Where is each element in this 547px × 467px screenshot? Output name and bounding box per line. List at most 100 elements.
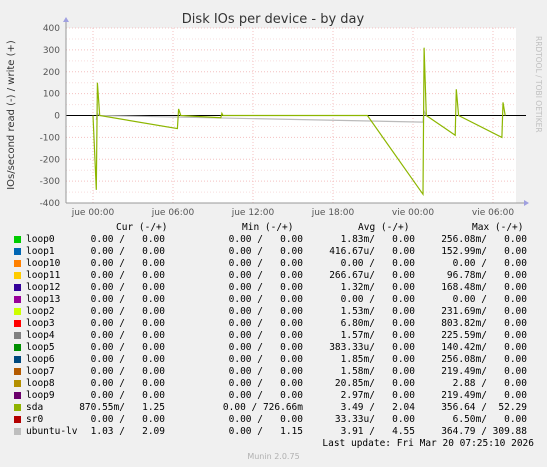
legend-value-min: 0.00 / 0.00	[228, 378, 303, 389]
legend-value-max: 256.08m/ 0.00	[441, 354, 527, 365]
legend-device-name: loop4	[26, 330, 55, 341]
legend-value-avg: 383.33u/ 0.00	[329, 342, 415, 353]
legend-swatch	[14, 260, 21, 267]
y-tick-label: 0	[54, 112, 60, 122]
legend-value-min: 0.00 / 726.66m	[222, 402, 303, 413]
legend-swatch	[14, 404, 21, 411]
legend-header-max: Max (-/+)	[472, 222, 524, 233]
munin-version: Munin 2.0.75	[247, 452, 300, 461]
legend-row: loop1 0.00 / 0.00 0.00 / 0.00 416.67u/ 0.00…	[12, 246, 537, 258]
legend-value-cur: 0.00 / 0.00	[90, 390, 165, 401]
disk-io-chart: Disk IOs per device - by day IOs/second …	[6, 12, 543, 218]
legend-value-avg: 2.97m/ 0.00	[340, 390, 415, 401]
legend-value-max: 96.78m/ 0.00	[446, 270, 527, 281]
legend-value-cur: 870.55m/ 1.25	[79, 402, 165, 413]
legend-value-min: 0.00 / 0.00	[228, 342, 303, 353]
legend-row: loop0 0.00 / 0.00 0.00 / 0.00 1.83m/ 0.00 25…	[12, 234, 537, 246]
legend-swatch	[14, 392, 21, 399]
legend-table: loop0 0.00 / 0.00 0.00 / 0.00 1.83m/ 0.00 25…	[12, 234, 537, 438]
legend-swatch	[14, 284, 21, 291]
legend-value-cur: 0.00 / 0.00	[90, 414, 165, 425]
legend-value-cur: 0.00 / 0.00	[90, 270, 165, 281]
legend-value-cur: 0.00 / 0.00	[90, 282, 165, 293]
x-axis-arrow	[524, 200, 529, 206]
series-line-sda	[92, 47, 506, 197]
legend-value-avg: 1.58m/ 0.00	[340, 366, 415, 377]
y-tick-label: 400	[43, 24, 60, 34]
legend-value-min: 0.00 / 0.00	[228, 366, 303, 377]
legend-row: sr0 0.00 / 0.00 0.00 / 0.00 33.33u/ 0.00 6.5…	[12, 414, 537, 426]
legend-value-avg: 3.49 / 2.04	[340, 402, 415, 413]
legend-value-avg: 0.00 / 0.00	[340, 294, 415, 305]
plot-area: jue 00:00 jue 06:00 jue 12:00 jue 18:00 vie …	[40, 17, 529, 218]
legend-device-name: loop3	[26, 318, 55, 329]
legend-swatch	[14, 332, 21, 339]
legend-value-max: 168.48m/ 0.00	[441, 282, 527, 293]
y-tick-label: 200	[43, 68, 60, 78]
legend-row: loop7 0.00 / 0.00 0.00 / 0.00 1.58m/ 0.00 21…	[12, 366, 537, 378]
legend-value-cur: 0.00 / 0.00	[90, 234, 165, 245]
legend-value-min: 0.00 / 0.00	[228, 390, 303, 401]
legend-value-avg: 1.57m/ 0.00	[340, 330, 415, 341]
legend-value-min: 0.00 / 0.00	[228, 306, 303, 317]
legend-row: loop11 0.00 / 0.00 0.00 / 0.00 266.67u/ 0.0…	[12, 270, 537, 282]
legend-value-max: 225.59m/ 0.00	[441, 330, 527, 341]
y-tick-label: 300	[43, 46, 60, 56]
legend-value-avg: 1.83m/ 0.00	[340, 234, 415, 245]
legend-row: ubuntu-lv 1.03 / 2.09 0.00 / 1.15 3.91 / 4.…	[12, 426, 537, 438]
legend-swatch	[14, 272, 21, 279]
x-tick-label: jue 12:00	[231, 208, 275, 218]
legend-value-max: 256.08m/ 0.00	[441, 234, 527, 245]
y-tick-label: -200	[40, 155, 61, 165]
legend-swatch	[14, 344, 21, 351]
legend-device-name: loop12	[26, 282, 61, 293]
legend-row: loop12 0.00 / 0.00 0.00 / 0.00 1.32m/ 0.00 1…	[12, 282, 537, 294]
x-tick-label: jue 18:00	[311, 208, 355, 218]
legend-value-max: 356.64 / 52.29	[441, 402, 527, 413]
legend-swatch	[14, 380, 21, 387]
y-tick-label: -400	[40, 199, 61, 209]
legend-device-name: loop8	[26, 378, 55, 389]
legend-device-name: loop10	[26, 258, 61, 269]
legend-row: loop2 0.00 / 0.00 0.00 / 0.00 1.53m/ 0.00 23…	[12, 306, 537, 318]
x-tick-label: vie 06:00	[472, 208, 514, 218]
legend-value-max: 140.42m/ 0.00	[441, 342, 527, 353]
legend-value-min: 0.00 / 1.15	[228, 426, 303, 437]
legend-device-name: loop9	[26, 390, 55, 401]
legend-row: loop8 0.00 / 0.00 0.00 / 0.00 20.85m/ 0.00 2…	[12, 378, 537, 390]
legend-value-max: 219.49m/ 0.00	[441, 390, 527, 401]
legend-row: loop13 0.00 / 0.00 0.00 / 0.00 0.00 / 0.00 0…	[12, 294, 537, 306]
legend-device-name: loop2	[26, 306, 55, 317]
legend-row: sda 870.55m/ 1.25 0.00 / 726.66m 3.49 / 2.0…	[12, 402, 537, 414]
legend-value-min: 0.00 / 0.00	[228, 354, 303, 365]
legend-value-cur: 0.00 / 0.00	[90, 342, 165, 353]
y-axis-arrow	[63, 17, 69, 22]
legend-row: loop10 0.00 / 0.00 0.00 / 0.00 0.00 / 0.00 0…	[12, 258, 537, 270]
legend-value-max: 0.00 / 0.00	[452, 258, 527, 269]
legend-value-avg: 3.91 / 4.55	[340, 426, 415, 437]
legend-row: loop4 0.00 / 0.00 0.00 / 0.00 1.57m/ 0.00 22…	[12, 330, 537, 342]
y-tick-label: -300	[40, 177, 61, 187]
legend-value-cur: 0.00 / 0.00	[90, 246, 165, 257]
legend-value-cur: 1.03 / 2.09	[90, 426, 165, 437]
legend-value-max: 0.00 / 0.00	[452, 294, 527, 305]
legend-device-name: loop0	[26, 234, 55, 245]
legend-swatch	[14, 428, 21, 435]
legend-device-name: ubuntu-lv	[26, 426, 78, 437]
legend-device-name: loop6	[26, 354, 55, 365]
legend-device-name: loop5	[26, 342, 55, 353]
legend-value-cur: 0.00 / 0.00	[90, 330, 165, 341]
chart-title: Disk IOs per device - by day	[182, 12, 365, 27]
legend-value-min: 0.00 / 0.00	[228, 330, 303, 341]
legend-swatch	[14, 296, 21, 303]
legend-row: loop9 0.00 / 0.00 0.00 / 0.00 2.97m/ 0.00 21…	[12, 390, 537, 402]
y-axis-label: IOs/second read (-) / write (+)	[6, 40, 17, 190]
legend-swatch	[14, 356, 21, 363]
legend-value-cur: 0.00 / 0.00	[90, 306, 165, 317]
x-tick-label: jue 00:00	[71, 208, 115, 218]
legend-row: loop5 0.00 / 0.00 0.00 / 0.00 383.33u/ 0.00…	[12, 342, 537, 354]
legend-value-max: 152.99m/ 0.00	[441, 246, 527, 257]
legend-value-min: 0.00 / 0.00	[228, 414, 303, 425]
x-tick-label: jue 06:00	[151, 208, 195, 218]
